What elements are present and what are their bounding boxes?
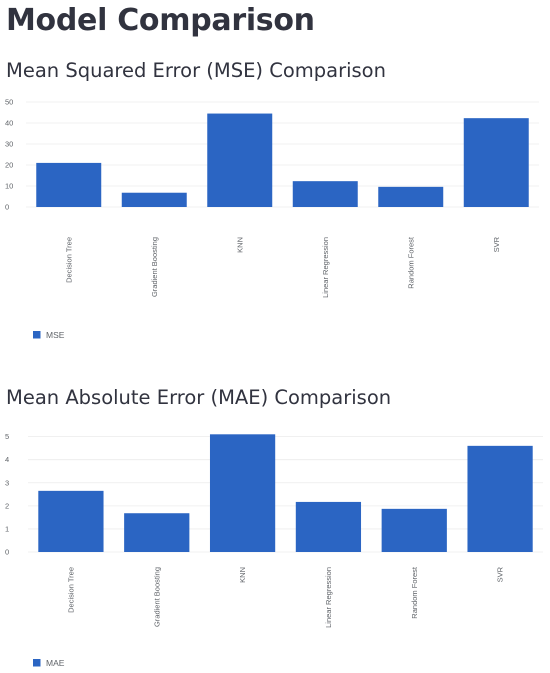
mae-x-tick-label: Random Forest xyxy=(410,566,419,619)
mse-x-tick-label: Decision Tree xyxy=(64,237,73,283)
mse-x-tick-label: Random Forest xyxy=(406,236,415,289)
mse-y-tick-label: 0 xyxy=(5,203,9,212)
mae-legend-label[interactable]: MAE xyxy=(46,658,65,668)
mae-chart-title: Mean Absolute Error (MAE) Comparison xyxy=(6,386,392,409)
mae-bar-decision-tree[interactable] xyxy=(38,490,104,552)
mae-x-tick-label: Linear Regression xyxy=(324,567,333,628)
mae-y-tick-label: 1 xyxy=(5,524,9,533)
mse-y-tick-label: 40 xyxy=(5,119,13,128)
mse-bar-knn[interactable] xyxy=(207,113,273,207)
mse-bar-decision-tree[interactable] xyxy=(36,162,102,207)
mae-bar-gradient-boosting[interactable] xyxy=(124,513,190,552)
mse-chart-title: Mean Squared Error (MSE) Comparison xyxy=(6,59,386,82)
mae-bar-random-forest[interactable] xyxy=(381,508,447,552)
mae-bar-linear-regression[interactable] xyxy=(295,501,362,552)
mae-y-tick-label: 2 xyxy=(5,501,9,510)
mse-bar-linear-regression[interactable] xyxy=(292,181,358,207)
mae-y-tick-label: 4 xyxy=(5,455,9,464)
mse-legend-swatch xyxy=(33,331,41,339)
mse-y-tick-label: 10 xyxy=(5,182,13,191)
mae-bar-svr[interactable] xyxy=(467,445,533,552)
mae-y-tick-label: 0 xyxy=(5,548,9,557)
page-title: Model Comparison xyxy=(6,3,315,38)
mse-bar-svr[interactable] xyxy=(463,118,529,207)
mse-x-tick-label: Linear Regression xyxy=(321,237,330,298)
mae-x-tick-label: Gradient Boosting xyxy=(152,567,161,627)
mse-y-tick-label: 50 xyxy=(5,98,13,107)
mse-y-tick-label: 30 xyxy=(5,140,13,149)
mse-bar-chart[interactable]: 0 10 20 30 40 50 Decision Tree Gradient Boostin… xyxy=(0,92,550,357)
mae-x-tick-label: SVR xyxy=(496,566,505,582)
mse-x-tick-label: SVR xyxy=(492,236,501,252)
mae-bar-knn[interactable] xyxy=(209,434,276,552)
mae-x-tick-label: Decision Tree xyxy=(66,567,75,613)
mse-bar-random-forest[interactable] xyxy=(378,186,444,207)
mae-x-tick-label: KNN xyxy=(238,567,247,583)
mse-legend-label[interactable]: MSE xyxy=(46,330,65,340)
mae-legend-swatch xyxy=(33,659,41,667)
mse-x-tick-label: Gradient Boosting xyxy=(150,237,159,297)
mae-bar-chart[interactable]: 0 1 2 3 4 5 Decision Tree Gradient Boosting KNN L… xyxy=(0,425,550,673)
mse-bar-gradient-boosting[interactable] xyxy=(121,192,187,207)
mse-x-tick-label: KNN xyxy=(235,237,244,253)
mae-y-tick-label: 5 xyxy=(5,432,9,441)
mse-y-tick-label: 20 xyxy=(5,161,13,170)
mae-y-tick-label: 3 xyxy=(5,478,9,487)
